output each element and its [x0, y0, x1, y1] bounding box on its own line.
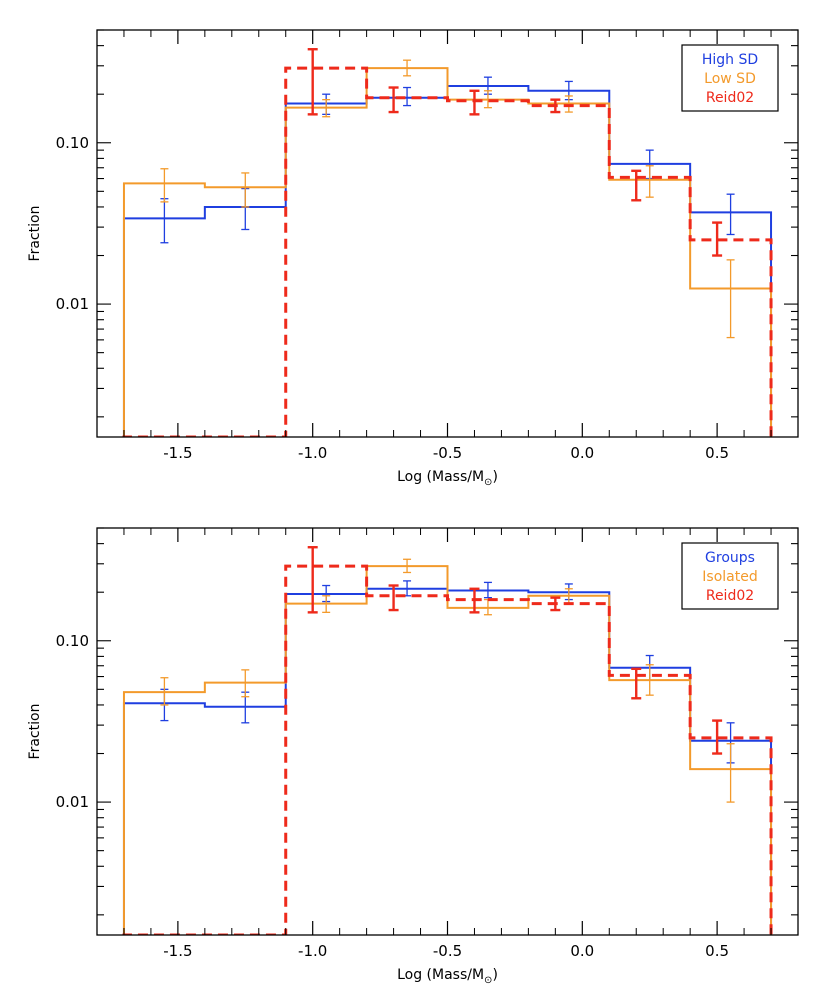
- x-tick-label: 0.0: [570, 444, 594, 462]
- error-bar: [307, 546, 318, 614]
- series-low-sd: [122, 59, 773, 437]
- x-axis-title: Log (Mass/M⊙): [397, 967, 498, 986]
- legend-entry: Isolated: [702, 569, 757, 585]
- x-tick-label: -1.5: [163, 444, 192, 462]
- error-bar: [160, 677, 169, 706]
- error-bar: [631, 169, 642, 202]
- error-bar: [388, 584, 399, 612]
- series-isolated: [122, 558, 773, 935]
- legend-entry: Groups: [705, 550, 755, 566]
- error-bar: [160, 198, 169, 244]
- error-bar: [550, 98, 561, 114]
- error-bar: [322, 595, 331, 614]
- error-bar: [160, 168, 169, 203]
- x-tick-label: -0.5: [433, 444, 462, 462]
- series-groups: [122, 580, 773, 935]
- error-bar: [322, 99, 331, 118]
- error-bar: [712, 719, 723, 755]
- y-tick-label: 0.10: [56, 632, 89, 650]
- histogram-line: [122, 564, 773, 935]
- error-bar: [645, 165, 654, 198]
- x-tick-label: 0.5: [705, 942, 729, 960]
- error-bar: [469, 89, 480, 116]
- error-bar: [483, 581, 492, 599]
- legend: High SD Low SD Reid02: [681, 44, 779, 112]
- histogram-line: [122, 66, 773, 437]
- legend-entry: High SD: [702, 52, 758, 68]
- y-tick-label: 0.01: [56, 295, 89, 313]
- x-tick-label: -1.5: [163, 942, 192, 960]
- series-reid02: [122, 546, 773, 935]
- error-bar: [241, 669, 250, 698]
- histogram-line: [122, 84, 773, 437]
- legend-entry: Low SD: [704, 71, 756, 87]
- histogram-line: [122, 67, 773, 437]
- error-bar: [726, 259, 735, 339]
- error-bar: [469, 587, 480, 614]
- error-bar: [564, 95, 573, 113]
- bottom-panel: -1.5 -1.0 -0.5 0.0 0.5 0.01 0.10 Log (Mass/M⊙) F…: [27, 527, 799, 986]
- legend-entry: Reid02: [706, 90, 754, 106]
- error-bar: [645, 664, 654, 696]
- error-bar: [483, 90, 492, 109]
- y-axis-title: Fraction: [27, 704, 43, 760]
- error-bar: [403, 59, 412, 77]
- x-tick-label: -1.0: [298, 444, 327, 462]
- error-bar: [307, 48, 318, 116]
- legend-entry: Reid02: [706, 588, 754, 604]
- error-bar: [726, 193, 735, 236]
- legend: Groups Isolated Reid02: [681, 542, 779, 610]
- histogram-line: [122, 587, 773, 935]
- error-bar: [403, 558, 412, 574]
- error-bar: [241, 172, 250, 208]
- y-axis-title: Fraction: [27, 206, 43, 262]
- x-tick-label: 0.0: [570, 942, 594, 960]
- error-bar: [403, 86, 412, 107]
- x-axis-title: Log (Mass/M⊙): [397, 469, 498, 488]
- error-bar: [388, 86, 399, 114]
- error-bar: [550, 596, 561, 612]
- series-high-sd: [122, 76, 773, 437]
- y-tick-label: 0.10: [56, 134, 89, 152]
- y-tick-label: 0.01: [56, 793, 89, 811]
- series-reid02: [122, 48, 773, 437]
- histogram-line: [122, 565, 773, 935]
- x-tick-label: 0.5: [705, 444, 729, 462]
- error-bar: [726, 743, 735, 803]
- x-tick-label: -0.5: [433, 942, 462, 960]
- error-bar: [712, 221, 723, 257]
- error-bar: [631, 667, 642, 700]
- x-tick-label: -1.0: [298, 942, 327, 960]
- top-panel: -1.5 -1.0 -0.5 0.0 0.5 0.01 0.10 Log (Mass/M⊙) F…: [27, 29, 799, 488]
